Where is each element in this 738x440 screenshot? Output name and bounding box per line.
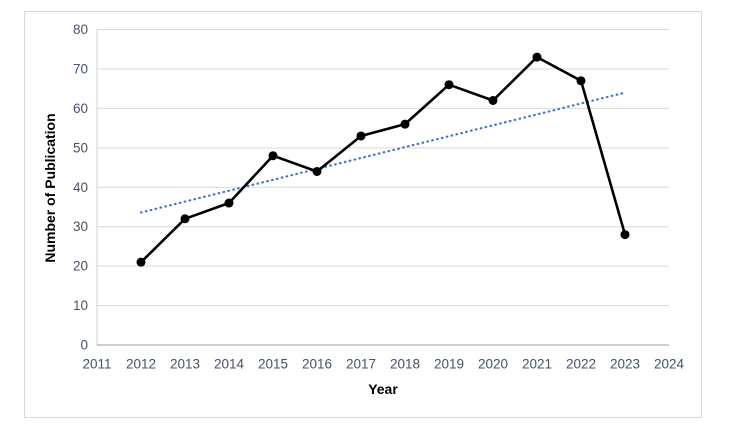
data-point-2022 (576, 76, 586, 86)
x-tick-label: 2020 (478, 357, 508, 372)
data-point-2019 (444, 80, 454, 90)
trendline (139, 91, 627, 214)
x-tick-label: 2011 (82, 357, 111, 372)
plot-area: 0 10 20 30 40 50 60 70 80 2011 2012 2013 2014 2015 201… (73, 22, 685, 372)
data-point-2018 (400, 119, 410, 129)
data-point-2012 (136, 257, 146, 267)
series-line (139, 55, 627, 264)
x-axis-title: Year (368, 381, 398, 397)
x-tick-label: 2024 (654, 357, 685, 372)
x-tick-label: 2018 (390, 357, 420, 372)
y-tick-label: 20 (73, 259, 88, 274)
y-tick-label: 0 (80, 338, 88, 353)
data-point-2013 (180, 214, 190, 224)
data-point-2023 (620, 230, 630, 240)
data-point-2017 (356, 131, 366, 141)
x-tick-label: 2016 (302, 357, 332, 372)
x-tick-label: 2023 (610, 357, 640, 372)
chart-figure-border (24, 11, 702, 418)
data-point-2014 (224, 198, 234, 208)
data-point-2016 (312, 166, 322, 176)
x-tick-label: 2022 (566, 357, 596, 372)
x-tick-label: 2015 (258, 357, 288, 372)
y-tick-label: 80 (73, 22, 88, 37)
y-tick-label: 70 (73, 61, 88, 76)
y-tick-label: 10 (73, 298, 88, 313)
data-point-2020 (488, 95, 498, 105)
x-tick-label: 2013 (170, 357, 200, 372)
x-tick-label: 2012 (126, 357, 156, 372)
x-tick-label: 2017 (346, 357, 376, 372)
data-point-2015 (268, 151, 278, 161)
y-tick-label: 60 (73, 101, 88, 116)
y-axis-title: Number of Publication (42, 113, 58, 262)
y-tick-label: 30 (73, 219, 88, 234)
x-tick-label: 2014 (214, 357, 245, 372)
y-tick-label: 40 (73, 180, 88, 195)
x-tick-label: 2021 (522, 357, 552, 372)
data-point-2021 (532, 52, 542, 62)
y-tick-label: 50 (73, 140, 88, 155)
x-tick-label: 2019 (434, 357, 464, 372)
